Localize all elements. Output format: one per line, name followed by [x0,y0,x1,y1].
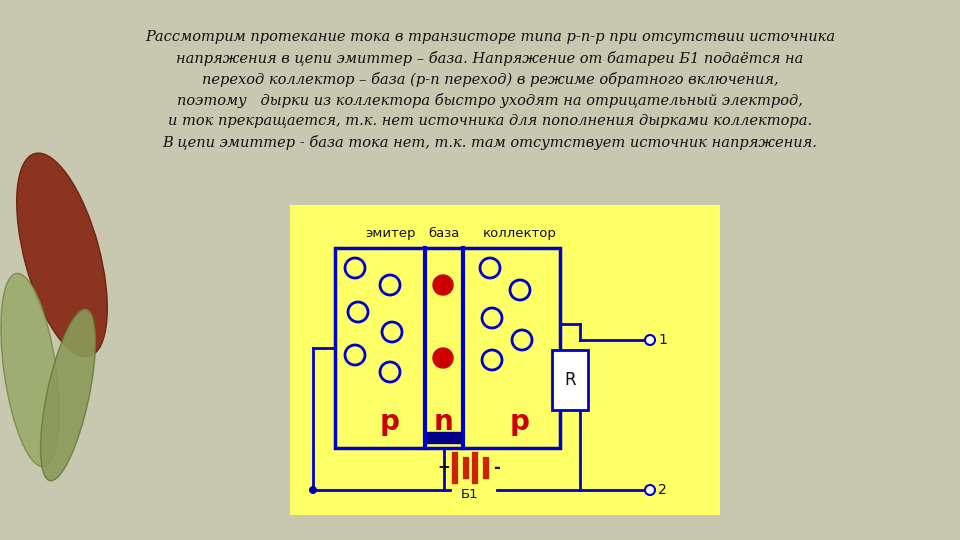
Circle shape [510,280,530,300]
Bar [290,205,720,515]
Circle shape [309,486,317,494]
Text: 2: 2 [658,483,667,497]
Text: эмитер: эмитер [365,227,416,240]
Circle shape [433,275,453,295]
Text: и ток прекращается, т.к. нет источника для пополнения дырками коллектора.: и ток прекращается, т.к. нет источника д… [168,114,812,128]
Text: поэтому   дырки из коллектора быстро уходят на отрицательный электрод,: поэтому дырки из коллектора быстро уходя… [177,93,803,108]
Text: -: - [493,459,500,477]
Circle shape [382,322,402,342]
Circle shape [345,258,365,278]
Bar [335,248,560,448]
Text: R: R [564,371,576,389]
Circle shape [380,275,400,295]
Circle shape [482,308,502,328]
Text: Рассмотрим протекание тока в транзисторе типа p-n-p при отсутствии источника: Рассмотрим протекание тока в транзисторе… [145,30,835,44]
Ellipse shape [40,309,95,481]
Text: 1: 1 [658,333,667,347]
Text: n: n [434,408,454,436]
Bar [552,350,588,410]
Circle shape [480,258,500,278]
Text: напряжения в цепи эмиттер – база. Напряжение от батареи Б1 подаётся на: напряжения в цепи эмиттер – база. Напряж… [177,51,804,66]
Text: коллектор: коллектор [483,227,557,240]
Text: p: p [380,408,400,436]
Text: база: база [428,227,460,240]
Text: В цепи эмиттер - база тока нет, т.к. там отсутствует источник напряжения.: В цепи эмиттер - база тока нет, т.к. там… [162,135,817,150]
Circle shape [433,348,453,368]
Text: переход коллектор – база (p-n переход) в режиме обратного включения,: переход коллектор – база (p-n переход) в… [202,72,779,87]
Text: p: p [510,408,530,436]
Circle shape [345,345,365,365]
Text: Б1: Б1 [461,488,479,501]
Circle shape [348,302,368,322]
Circle shape [645,335,655,345]
Ellipse shape [1,273,60,467]
Circle shape [482,350,502,370]
Circle shape [645,485,655,495]
Ellipse shape [16,153,108,357]
Circle shape [512,330,532,350]
Circle shape [380,362,400,382]
Bar [427,432,461,443]
Text: +: + [437,461,450,476]
